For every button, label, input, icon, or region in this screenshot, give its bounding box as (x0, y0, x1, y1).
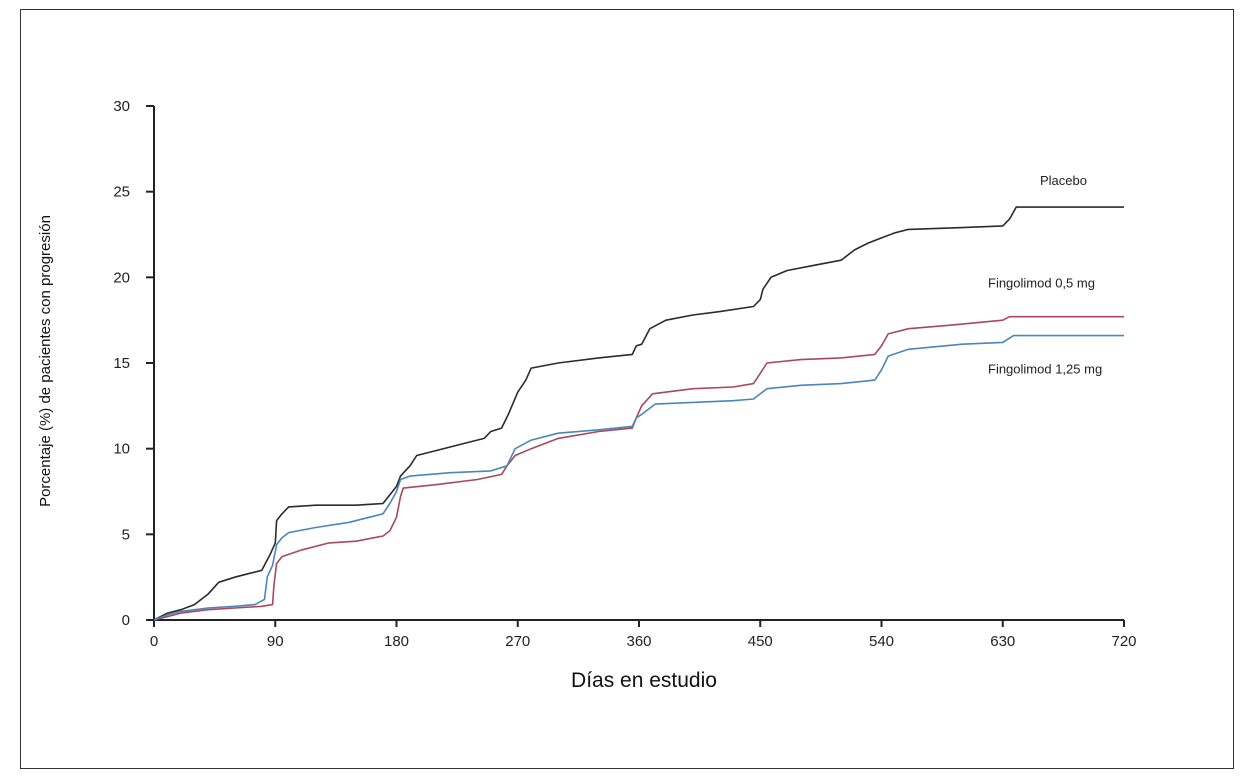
chart-axes (153, 106, 1124, 621)
series-line-fingolimod-0-5-mg (153, 315, 1124, 621)
x-axis-ticks: 0 90 180 270 360 450 540 630 720 (150, 620, 1137, 650)
series-label-fingolimod-1-25-mg: Fingolimod 1,25 mg (988, 361, 1102, 376)
x-tick-label: 540 (869, 633, 894, 650)
y-tick-label: 15 (113, 355, 130, 372)
y-tick-label: 25 (113, 184, 130, 201)
series-label-fingolimod-0-5-mg: Fingolimod 0,5 mg (988, 276, 1095, 291)
series-line-placebo (153, 206, 1124, 621)
x-tick-label: 360 (626, 633, 651, 650)
y-tick-label: 30 (113, 98, 130, 115)
x-tick-label: 90 (267, 633, 284, 650)
x-tick-label: 720 (1111, 633, 1136, 650)
y-axis-ticks: 0 5 10 15 20 25 30 (113, 98, 154, 629)
y-tick-label: 10 (113, 441, 130, 458)
x-axis-title: Días en estudio (571, 669, 717, 692)
series-label-placebo: Placebo (1040, 173, 1087, 188)
x-tick-label: 270 (505, 633, 530, 650)
x-tick-label: 450 (748, 633, 773, 650)
y-tick-label: 0 (122, 612, 130, 629)
x-tick-label: 630 (990, 633, 1015, 650)
chart-frame (20, 9, 1234, 769)
y-axis-title: Porcentaje (%) de pacientes con progresi… (37, 215, 54, 507)
x-tick-label: 0 (150, 633, 158, 650)
series-lines (153, 206, 1124, 621)
y-tick-label: 5 (122, 526, 130, 543)
series-line-fingolimod-1-25-mg (153, 334, 1124, 621)
series-labels: Placebo Fingolimod 0,5 mg Fingolimod 1,25 … (988, 173, 1102, 376)
x-tick-label: 180 (384, 633, 409, 650)
y-tick-label: 20 (113, 269, 130, 286)
